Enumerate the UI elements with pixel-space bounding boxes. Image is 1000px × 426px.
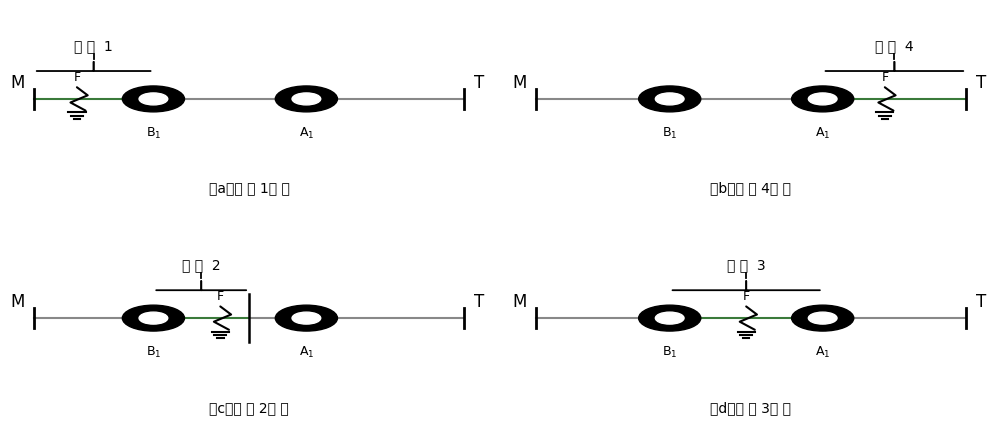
Text: （d）区 段 3故 障: （d）区 段 3故 障	[710, 400, 791, 414]
Text: 区 段  2: 区 段 2	[182, 258, 221, 272]
Text: 区 段  3: 区 段 3	[727, 258, 766, 272]
Circle shape	[808, 312, 837, 324]
Text: B$_1$: B$_1$	[146, 126, 161, 141]
Text: B$_1$: B$_1$	[146, 344, 161, 359]
Circle shape	[808, 94, 837, 106]
Text: A$_1$: A$_1$	[299, 126, 314, 141]
Text: （a）区 段 1故 障: （a）区 段 1故 障	[209, 181, 289, 195]
Circle shape	[139, 94, 168, 106]
Text: T: T	[976, 74, 986, 92]
Text: F: F	[73, 71, 80, 83]
Text: M: M	[10, 74, 24, 92]
Circle shape	[792, 87, 854, 112]
Circle shape	[275, 305, 337, 331]
Text: T: T	[474, 74, 484, 92]
Text: B$_1$: B$_1$	[662, 344, 677, 359]
Text: B$_1$: B$_1$	[662, 126, 677, 141]
Text: T: T	[474, 293, 484, 311]
Circle shape	[792, 305, 854, 331]
Circle shape	[275, 87, 337, 112]
Circle shape	[655, 312, 684, 324]
Text: A$_1$: A$_1$	[299, 344, 314, 359]
Circle shape	[139, 312, 168, 324]
Text: T: T	[976, 293, 986, 311]
Text: A$_1$: A$_1$	[815, 344, 830, 359]
Circle shape	[292, 94, 321, 106]
Text: 区 段  1: 区 段 1	[74, 39, 113, 53]
Text: A$_1$: A$_1$	[815, 126, 830, 141]
Text: M: M	[512, 74, 526, 92]
Text: M: M	[10, 293, 24, 311]
Text: F: F	[743, 289, 750, 302]
Text: M: M	[512, 293, 526, 311]
Text: （b）区 段 4故 障: （b）区 段 4故 障	[710, 181, 791, 195]
Circle shape	[655, 94, 684, 106]
Circle shape	[122, 87, 184, 112]
Text: F: F	[217, 289, 224, 302]
Circle shape	[292, 312, 321, 324]
Text: （c）区 段 2故 障: （c）区 段 2故 障	[209, 400, 289, 414]
Circle shape	[639, 87, 701, 112]
Circle shape	[122, 305, 184, 331]
Circle shape	[639, 305, 701, 331]
Text: 区 段  4: 区 段 4	[875, 39, 914, 53]
Text: F: F	[881, 71, 888, 83]
